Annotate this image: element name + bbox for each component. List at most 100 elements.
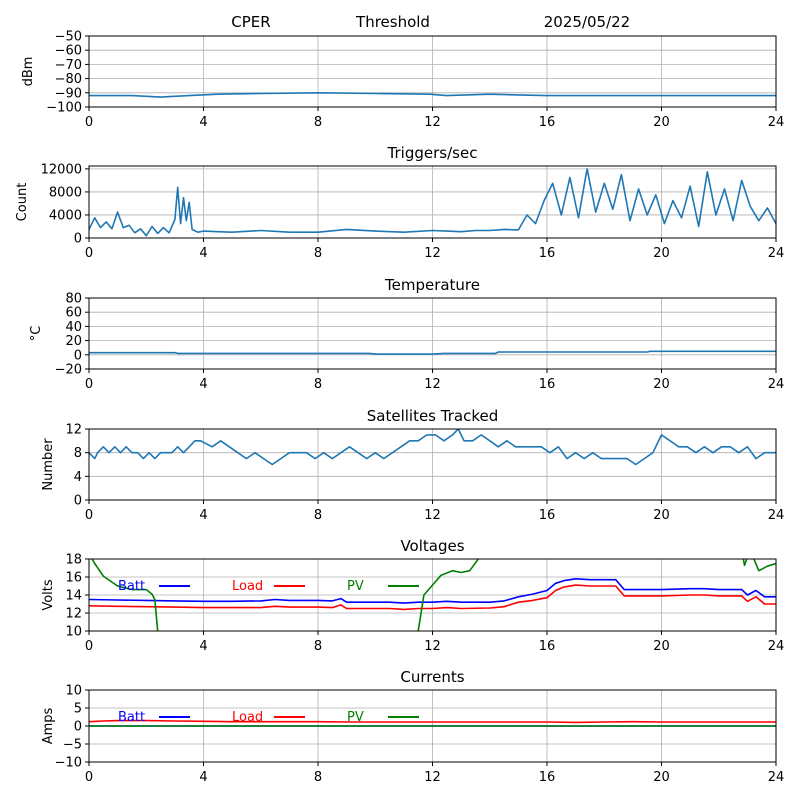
legend-label-batt: Batt bbox=[118, 579, 145, 594]
x-tick-label: 0 bbox=[85, 508, 93, 523]
x-tick-label: 4 bbox=[199, 639, 207, 654]
series-line-temperature bbox=[89, 350, 776, 355]
panel-voltages: 0 4 8 12 16 20 24 10 12 14 16 18 Voltages Volts Batt Lo… bbox=[41, 537, 784, 654]
y-tick-label: 12 bbox=[65, 423, 82, 438]
legend-label-pv: PV bbox=[347, 579, 364, 594]
legend-label-load: Load bbox=[232, 579, 263, 594]
y-tick-label: 4000 bbox=[49, 208, 82, 223]
series-line-pv bbox=[91, 559, 776, 631]
legend-label-pv: PV bbox=[347, 710, 364, 725]
x-tick-label: 8 bbox=[314, 639, 322, 654]
x-tick-label: 20 bbox=[653, 377, 670, 392]
x-tick-label: 0 bbox=[85, 115, 93, 130]
y-tick-label: 0 bbox=[74, 720, 82, 735]
y-tick-label: 18 bbox=[65, 553, 82, 568]
panel-title: Triggers/sec bbox=[387, 144, 478, 162]
series-line-batt bbox=[89, 577, 776, 604]
x-tick-label: 8 bbox=[314, 246, 322, 261]
x-tick-label: 12 bbox=[424, 377, 441, 392]
y-tick-label: 8 bbox=[74, 446, 82, 461]
y-tick-label: 0 bbox=[74, 232, 82, 247]
x-tick-label: 24 bbox=[768, 115, 785, 130]
y-tick-label: 12 bbox=[65, 607, 82, 622]
y-tick-label: 8000 bbox=[49, 185, 82, 200]
x-tick-label: 20 bbox=[653, 115, 670, 130]
y-axis-label: Number bbox=[41, 438, 56, 491]
x-tick-label: 24 bbox=[768, 639, 785, 654]
y-tick-label: −70 bbox=[55, 58, 82, 73]
panel-currents: 0 4 8 12 16 20 24 −10 −5 0 5 10 Currents Amps Batt Load… bbox=[41, 668, 784, 785]
y-axis-label: °C bbox=[29, 326, 44, 342]
x-tick-label: 4 bbox=[199, 246, 207, 261]
x-tick-label: 0 bbox=[85, 770, 93, 785]
panel-title: Voltages bbox=[400, 537, 464, 555]
y-tick-label: 10 bbox=[65, 625, 82, 640]
x-tick-label: 20 bbox=[653, 246, 670, 261]
x-tick-label: 16 bbox=[539, 115, 556, 130]
y-tick-label: −50 bbox=[55, 30, 82, 45]
panel-signal: 0 4 8 12 16 20 24 −100−90−80−70−60−50 dBm bbox=[21, 30, 784, 131]
y-axis-label: Volts bbox=[41, 579, 56, 611]
y-tick-label: 0 bbox=[74, 348, 82, 363]
series-line-satellites bbox=[89, 429, 776, 466]
y-tick-label: 16 bbox=[65, 571, 82, 586]
x-tick-label: 24 bbox=[768, 770, 785, 785]
x-tick-label: 24 bbox=[768, 508, 785, 523]
y-tick-label: −60 bbox=[55, 44, 82, 59]
x-tick-label: 8 bbox=[314, 115, 322, 130]
x-tick-label: 16 bbox=[539, 508, 556, 523]
x-tick-label: 4 bbox=[199, 115, 207, 130]
x-tick-label: 24 bbox=[768, 246, 785, 261]
y-tick-label: 4 bbox=[74, 470, 82, 485]
x-tick-label: 12 bbox=[424, 508, 441, 523]
y-tick-label: −5 bbox=[63, 738, 82, 753]
x-tick-label: 16 bbox=[539, 246, 556, 261]
panel-title: Satellites Tracked bbox=[367, 407, 498, 425]
y-tick-label: 40 bbox=[65, 320, 82, 335]
x-tick-label: 0 bbox=[85, 639, 93, 654]
x-tick-label: 24 bbox=[768, 377, 785, 392]
x-tick-label: 20 bbox=[653, 770, 670, 785]
panel-triggers: 0 4 8 12 16 20 24 0 4000 8000 12000 Triggers/sec Cou… bbox=[15, 144, 784, 261]
panel-title: Temperature bbox=[384, 276, 480, 294]
y-axis-label: Amps bbox=[41, 707, 56, 744]
y-axis-label: dBm bbox=[21, 57, 36, 87]
y-tick-label: 12000 bbox=[41, 162, 82, 177]
y-tick-label: 20 bbox=[65, 334, 82, 349]
x-tick-label: 8 bbox=[314, 508, 322, 523]
series-line-triggers bbox=[89, 168, 776, 237]
x-tick-label: 12 bbox=[424, 770, 441, 785]
series-line-load bbox=[89, 584, 776, 611]
x-tick-label: 12 bbox=[424, 246, 441, 261]
y-tick-label: 80 bbox=[65, 292, 82, 307]
x-tick-label: 0 bbox=[85, 377, 93, 392]
header-mode: Threshold bbox=[355, 13, 430, 31]
y-tick-label: −90 bbox=[55, 86, 82, 101]
y-tick-label: −80 bbox=[55, 72, 82, 87]
legend-label-batt: Batt bbox=[118, 710, 145, 725]
x-tick-label: 4 bbox=[199, 377, 207, 392]
y-tick-label: −20 bbox=[55, 363, 82, 378]
y-tick-label: 10 bbox=[65, 684, 82, 699]
y-tick-label: 5 bbox=[74, 702, 82, 717]
x-tick-label: 4 bbox=[199, 508, 207, 523]
x-tick-label: 0 bbox=[85, 246, 93, 261]
series-line-load bbox=[89, 719, 776, 724]
panel-satellites: 0 4 8 12 16 20 24 0 4 8 12 Satellites Tracked Number bbox=[41, 407, 784, 523]
y-axis-label: Count bbox=[15, 183, 30, 222]
y-tick-label: −10 bbox=[55, 756, 82, 771]
y-tick-label: 60 bbox=[65, 306, 82, 321]
y-tick-label: −100 bbox=[46, 101, 82, 116]
x-tick-label: 4 bbox=[199, 770, 207, 785]
x-tick-label: 8 bbox=[314, 377, 322, 392]
y-tick-label: 14 bbox=[65, 589, 82, 604]
y-tick-label: 0 bbox=[74, 494, 82, 509]
x-tick-label: 16 bbox=[539, 770, 556, 785]
x-tick-label: 12 bbox=[424, 115, 441, 130]
panel-title: Currents bbox=[400, 668, 464, 686]
x-tick-label: 8 bbox=[314, 770, 322, 785]
header-date: 2025/05/22 bbox=[544, 13, 630, 31]
